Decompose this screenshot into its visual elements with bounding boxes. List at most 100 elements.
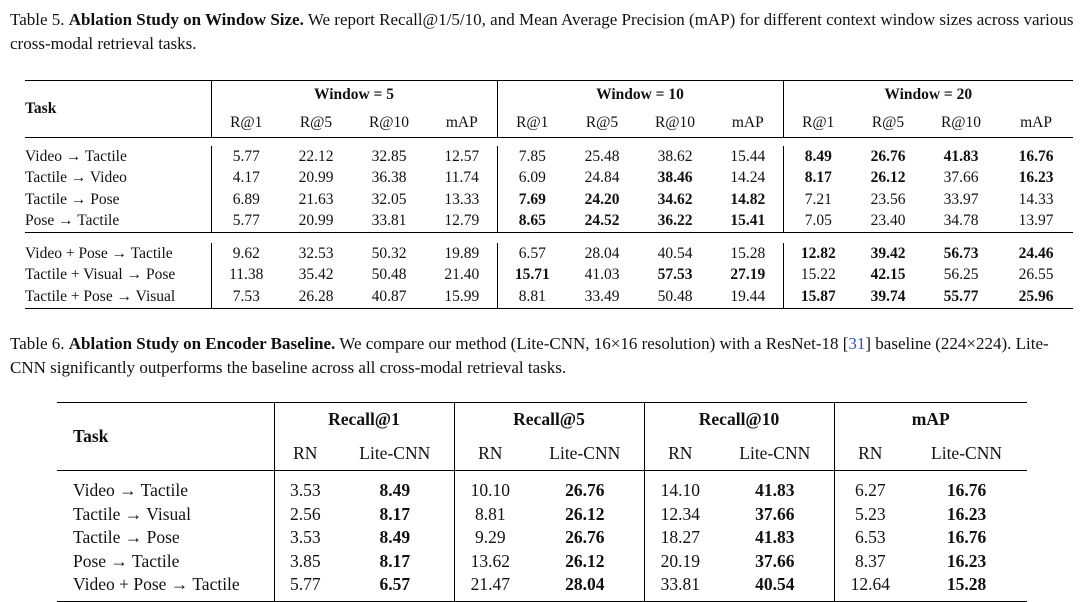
table6-task-cell: Video → Tactile	[73, 480, 189, 501]
table6-value-cell: 40.54	[755, 574, 795, 595]
table5-value-cell: 20.99	[298, 169, 334, 187]
table5-top-padding	[25, 138, 1073, 147]
table5-value-cell: 33.97	[943, 190, 979, 208]
table6-value-cell: 5.23	[833, 502, 906, 526]
table5-value-cell: 26.55	[1018, 266, 1054, 284]
table5-value-cell: 36.22	[657, 212, 693, 230]
table5-value-cell: 11.74	[444, 169, 479, 187]
table5-value-cell: 8.17	[782, 167, 853, 189]
table-row: Tactile → Pose 3.53 8.49 9.29 26.76 18.27 41.8…	[57, 526, 1027, 550]
table5-value-cell: 4.17	[210, 167, 281, 189]
table-row: Video → Tactile 3.53 8.49 10.10 26.76 14.10 41…	[57, 470, 1027, 503]
table6-sub-header: RN	[833, 436, 906, 471]
table5-value-cell: 24.20	[584, 190, 620, 208]
table6-sub-header: Lite-CNN	[549, 442, 621, 463]
table6-sub-header: RN	[643, 436, 716, 471]
table5-value-cell: 19.44	[730, 287, 766, 305]
table5-value-cell: 13.97	[1018, 212, 1054, 230]
table6-encoder-baseline: Task Recall@1 Recall@5 Recall@10 mAP RN L…	[57, 402, 1027, 602]
table6-value-cell: 33.81	[643, 573, 716, 601]
table5-metric-header: R@10	[940, 113, 982, 131]
table5-caption-label: Table 5.	[10, 10, 65, 29]
table5-window-size: Task Window = 5 Window = 10 Window = 20 …	[25, 80, 1073, 309]
table6-task-cell: Pose → Tactile	[73, 550, 180, 571]
table5-value-cell: 7.85	[496, 146, 567, 168]
table6-task-cell: Tactile → Pose	[73, 527, 180, 548]
table6-caption-label: Table 6.	[10, 334, 65, 353]
table5-value-cell: 39.42	[870, 244, 906, 262]
table5-value-cell: 14.82	[730, 190, 766, 208]
table5-value-cell: 32.05	[371, 190, 407, 208]
table5-value-cell: 15.87	[782, 286, 853, 308]
table5-value-cell: 32.85	[371, 147, 407, 165]
table5-value-cell: 9.62	[210, 243, 281, 265]
table5-task-cell: Tactile → Pose	[25, 190, 120, 208]
table5-value-cell: 24.84	[584, 169, 620, 187]
table5-value-cell: 25.48	[584, 147, 620, 165]
table5-value-cell: 34.62	[657, 190, 693, 208]
table5-group-header: Window = 5	[210, 80, 497, 108]
table6-sub-header: Lite-CNN	[739, 442, 811, 463]
table5-metric-header: mAP	[731, 113, 764, 131]
table6-value-cell: 26.76	[565, 527, 605, 548]
table6-sub-header: RN	[453, 436, 526, 471]
table5-value-cell: 41.03	[584, 266, 620, 284]
table5-value-cell: 33.81	[371, 212, 407, 230]
table6-citation-link[interactable]: 31	[848, 334, 866, 353]
table5-value-cell: 55.77	[943, 287, 979, 305]
table6-value-cell: 8.17	[379, 550, 411, 571]
table5-metric-header: R@1	[496, 108, 567, 138]
table5-metric-header: R@5	[871, 113, 905, 131]
table5-section-divider	[25, 232, 1073, 243]
table6-value-cell: 26.12	[565, 550, 605, 571]
table5-value-cell: 8.49	[782, 146, 853, 168]
table6-value-cell: 13.62	[453, 549, 526, 573]
table6-value-cell: 14.10	[643, 470, 716, 503]
table5-value-cell: 5.77	[210, 146, 281, 168]
table-row: Tactile + Pose → Visual 7.53 26.28 40.87 15.…	[25, 286, 1073, 308]
table-row: Tactile → Visual 2.56 8.17 8.81 26.12 12.34 37…	[57, 502, 1027, 526]
table6-value-cell: 5.77	[273, 573, 336, 601]
table5-value-cell: 12.82	[782, 243, 853, 265]
table5-value-cell: 56.73	[943, 244, 979, 262]
table-row: Video + Pose → Tactile 9.62 32.53 50.32 19.8…	[25, 243, 1073, 265]
table6-value-cell: 8.81	[453, 502, 526, 526]
table5-value-cell: 27.19	[730, 266, 766, 284]
table5-value-cell: 21.63	[298, 190, 334, 208]
table5-value-cell: 7.69	[496, 189, 567, 211]
table5-group-header: Window = 10	[496, 80, 783, 108]
table6-value-cell: 26.12	[565, 503, 605, 524]
table5-metric-header: R@5	[299, 113, 333, 131]
table5-value-cell: 7.21	[782, 189, 853, 211]
table6-value-cell: 16.23	[946, 550, 987, 571]
table6-value-cell: 2.56	[273, 502, 336, 526]
table5-metric-header: R@10	[368, 113, 410, 131]
table5-value-cell: 7.53	[210, 286, 281, 308]
table5-value-cell: 20.99	[298, 212, 334, 230]
table6-group-header: mAP	[833, 402, 1027, 436]
table5-value-cell: 7.05	[782, 210, 853, 233]
table5-task-cell: Video + Pose → Tactile	[25, 244, 173, 262]
table5-value-cell: 57.53	[657, 266, 693, 284]
table5-value-cell: 50.48	[657, 287, 693, 305]
table5-task-cell: Tactile → Video	[25, 169, 127, 187]
table6-value-cell: 21.47	[453, 573, 526, 601]
table5-value-cell: 12.57	[444, 147, 480, 165]
table6-value-cell: 8.49	[379, 527, 411, 548]
table5-caption: Table 5. Ablation Study on Window Size. …	[10, 8, 1076, 56]
table5-value-cell: 6.09	[496, 167, 567, 189]
table5-caption-text: We report Recall@1/5/10, and Mean Averag…	[10, 10, 1074, 53]
table5-value-cell: 22.12	[298, 147, 334, 165]
table5-task-header: Task	[25, 100, 57, 117]
table5-caption-title: Ablation Study on Window Size.	[68, 10, 304, 29]
table5-value-cell: 38.62	[657, 147, 693, 165]
table5-task-cell: Tactile + Pose → Visual	[25, 287, 176, 305]
table6-caption-text-2: ] baseline (224×224). Lite-CNN significa…	[10, 334, 1049, 377]
table5-task-cell: Pose → Tactile	[25, 212, 120, 230]
table5-value-cell: 8.65	[496, 210, 567, 233]
table6-value-cell: 8.37	[833, 549, 906, 573]
table-row: Pose → Tactile 3.85 8.17 13.62 26.12 20.19 37.…	[57, 549, 1027, 573]
table5-metric-header: R@1	[782, 108, 853, 138]
table5-value-cell: 50.32	[371, 244, 407, 262]
table6-value-cell: 12.64	[833, 573, 906, 601]
